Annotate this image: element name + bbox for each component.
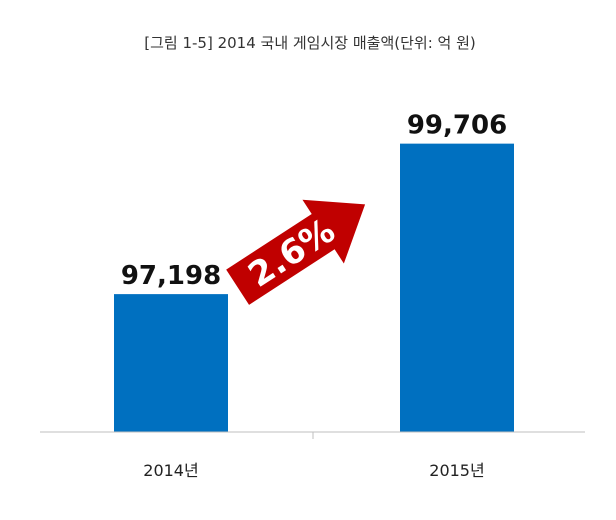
growth-arrow [226,199,366,305]
growth-label: 2.6% [241,211,342,296]
chart-title: [그림 1-5] 2014 국내 게임시장 매출액(단위: 억 원) [144,34,476,52]
value-label-1: 97,198 [121,261,221,291]
value-label-2: 99,706 [407,111,507,141]
bar-1 [114,294,228,432]
category-label-2: 2015년 [429,461,484,480]
bars-group: 97,198 2014년 99,706 2015년 [114,111,514,480]
growth-arrow-group: 2.6% [226,199,366,305]
category-label-1: 2014년 [143,461,198,480]
bar-2 [400,143,514,432]
